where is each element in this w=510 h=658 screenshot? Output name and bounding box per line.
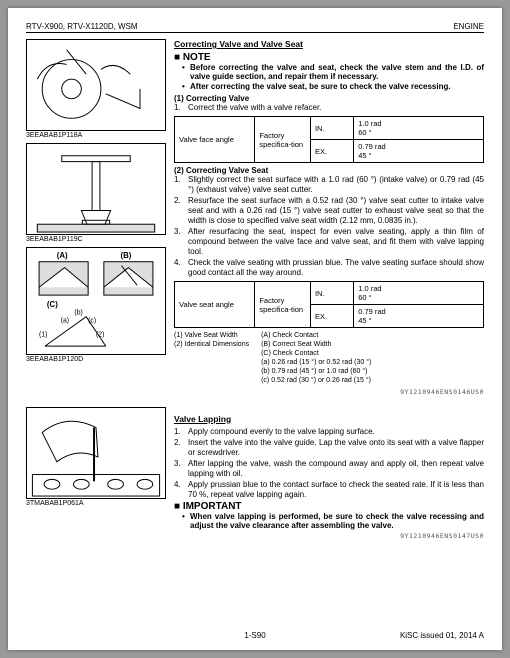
note-item: Before correcting the valve and seat, ch… bbox=[182, 63, 484, 81]
figure-4-label: 3TMABAB1P061A bbox=[26, 500, 166, 507]
step: 2.Insert the valve into the valve guide.… bbox=[174, 438, 484, 458]
header-left: RTV-X900, RTV-X1120D, WSM bbox=[26, 22, 138, 31]
step: 1.Apply compound evenly to the valve lap… bbox=[174, 427, 484, 437]
svg-text:(a): (a) bbox=[61, 318, 69, 325]
figure-1-label: 3EEABAB1P118A bbox=[26, 132, 166, 139]
note-item: After correcting the valve seat, be sure… bbox=[182, 82, 484, 91]
text-column: Correcting Valve and Valve Seat ■ NOTE B… bbox=[174, 39, 484, 540]
svg-text:(c): (c) bbox=[88, 318, 96, 325]
page: RTV-X900, RTV-X1120D, WSM ENGINE 3EEABAB… bbox=[8, 8, 502, 650]
note-block: ■ NOTE Before correcting the valve and s… bbox=[174, 52, 484, 91]
figure-3: (A) (B) (C) (a) (b) (c) (1) (2) bbox=[26, 247, 166, 355]
step: 4.Check the valve seating with prussian … bbox=[174, 258, 484, 278]
svg-text:(A): (A) bbox=[57, 251, 68, 260]
note-heading: ■ NOTE bbox=[174, 52, 484, 63]
important-heading: ■ IMPORTANT bbox=[174, 501, 484, 512]
subheading-2: (2) Correcting Valve Seat bbox=[174, 166, 484, 175]
svg-text:(b): (b) bbox=[74, 310, 82, 317]
spec-table-1: Valve face angle Factory specifica-tion … bbox=[174, 116, 484, 163]
section-2-title: Valve Lapping bbox=[174, 414, 484, 424]
ref-code-2: 9Y1210946ENS0147US0 bbox=[174, 532, 484, 540]
svg-text:(1): (1) bbox=[39, 331, 47, 338]
section-1-title: Correcting Valve and Valve Seat bbox=[174, 39, 484, 49]
figure-2-label: 3EEABAB1P119C bbox=[26, 236, 166, 243]
figure-1 bbox=[26, 39, 166, 131]
step: 3.After resurfacing the seat, inspect fo… bbox=[174, 227, 484, 257]
figure-column: 3EEABAB1P118A 3EEABAB1P119C (A) (B) bbox=[26, 39, 166, 540]
step: 1.Correct the valve with a valve refacer… bbox=[174, 103, 484, 113]
spec-table-2: Valve seat angle Factory specifica-tion … bbox=[174, 281, 484, 328]
svg-text:(2): (2) bbox=[96, 331, 104, 338]
subheading-1: (1) Correcting Valve bbox=[174, 94, 484, 103]
ref-code-1: 9Y1210946ENS0146US0 bbox=[174, 388, 484, 396]
svg-text:(C): (C) bbox=[47, 300, 58, 309]
figure-4 bbox=[26, 407, 166, 499]
svg-text:(B): (B) bbox=[121, 251, 132, 260]
page-footer: 1-S90 KiSC issued 01, 2014 A bbox=[8, 631, 502, 640]
step: 2.Resurface the seat surface with a 0.52… bbox=[174, 196, 484, 226]
important-item: When valve lapping is performed, be sure… bbox=[182, 512, 484, 530]
step: 3.After lapping the valve, wash the comp… bbox=[174, 459, 484, 479]
page-number: 1-S90 bbox=[8, 631, 502, 640]
figure-2 bbox=[26, 143, 166, 235]
figure-3-label: 3EEABAB1P120D bbox=[26, 356, 166, 363]
content-area: 3EEABAB1P118A 3EEABAB1P119C (A) (B) bbox=[26, 39, 484, 540]
page-header: RTV-X900, RTV-X1120D, WSM ENGINE bbox=[26, 22, 484, 33]
legend: (1) Valve Seat Width (2) Identical Dimen… bbox=[174, 331, 484, 386]
header-right: ENGINE bbox=[453, 22, 484, 31]
step: 4.Apply prussian blue to the contact sur… bbox=[174, 480, 484, 500]
step: 1.Slightly correct the seat surface with… bbox=[174, 175, 484, 195]
